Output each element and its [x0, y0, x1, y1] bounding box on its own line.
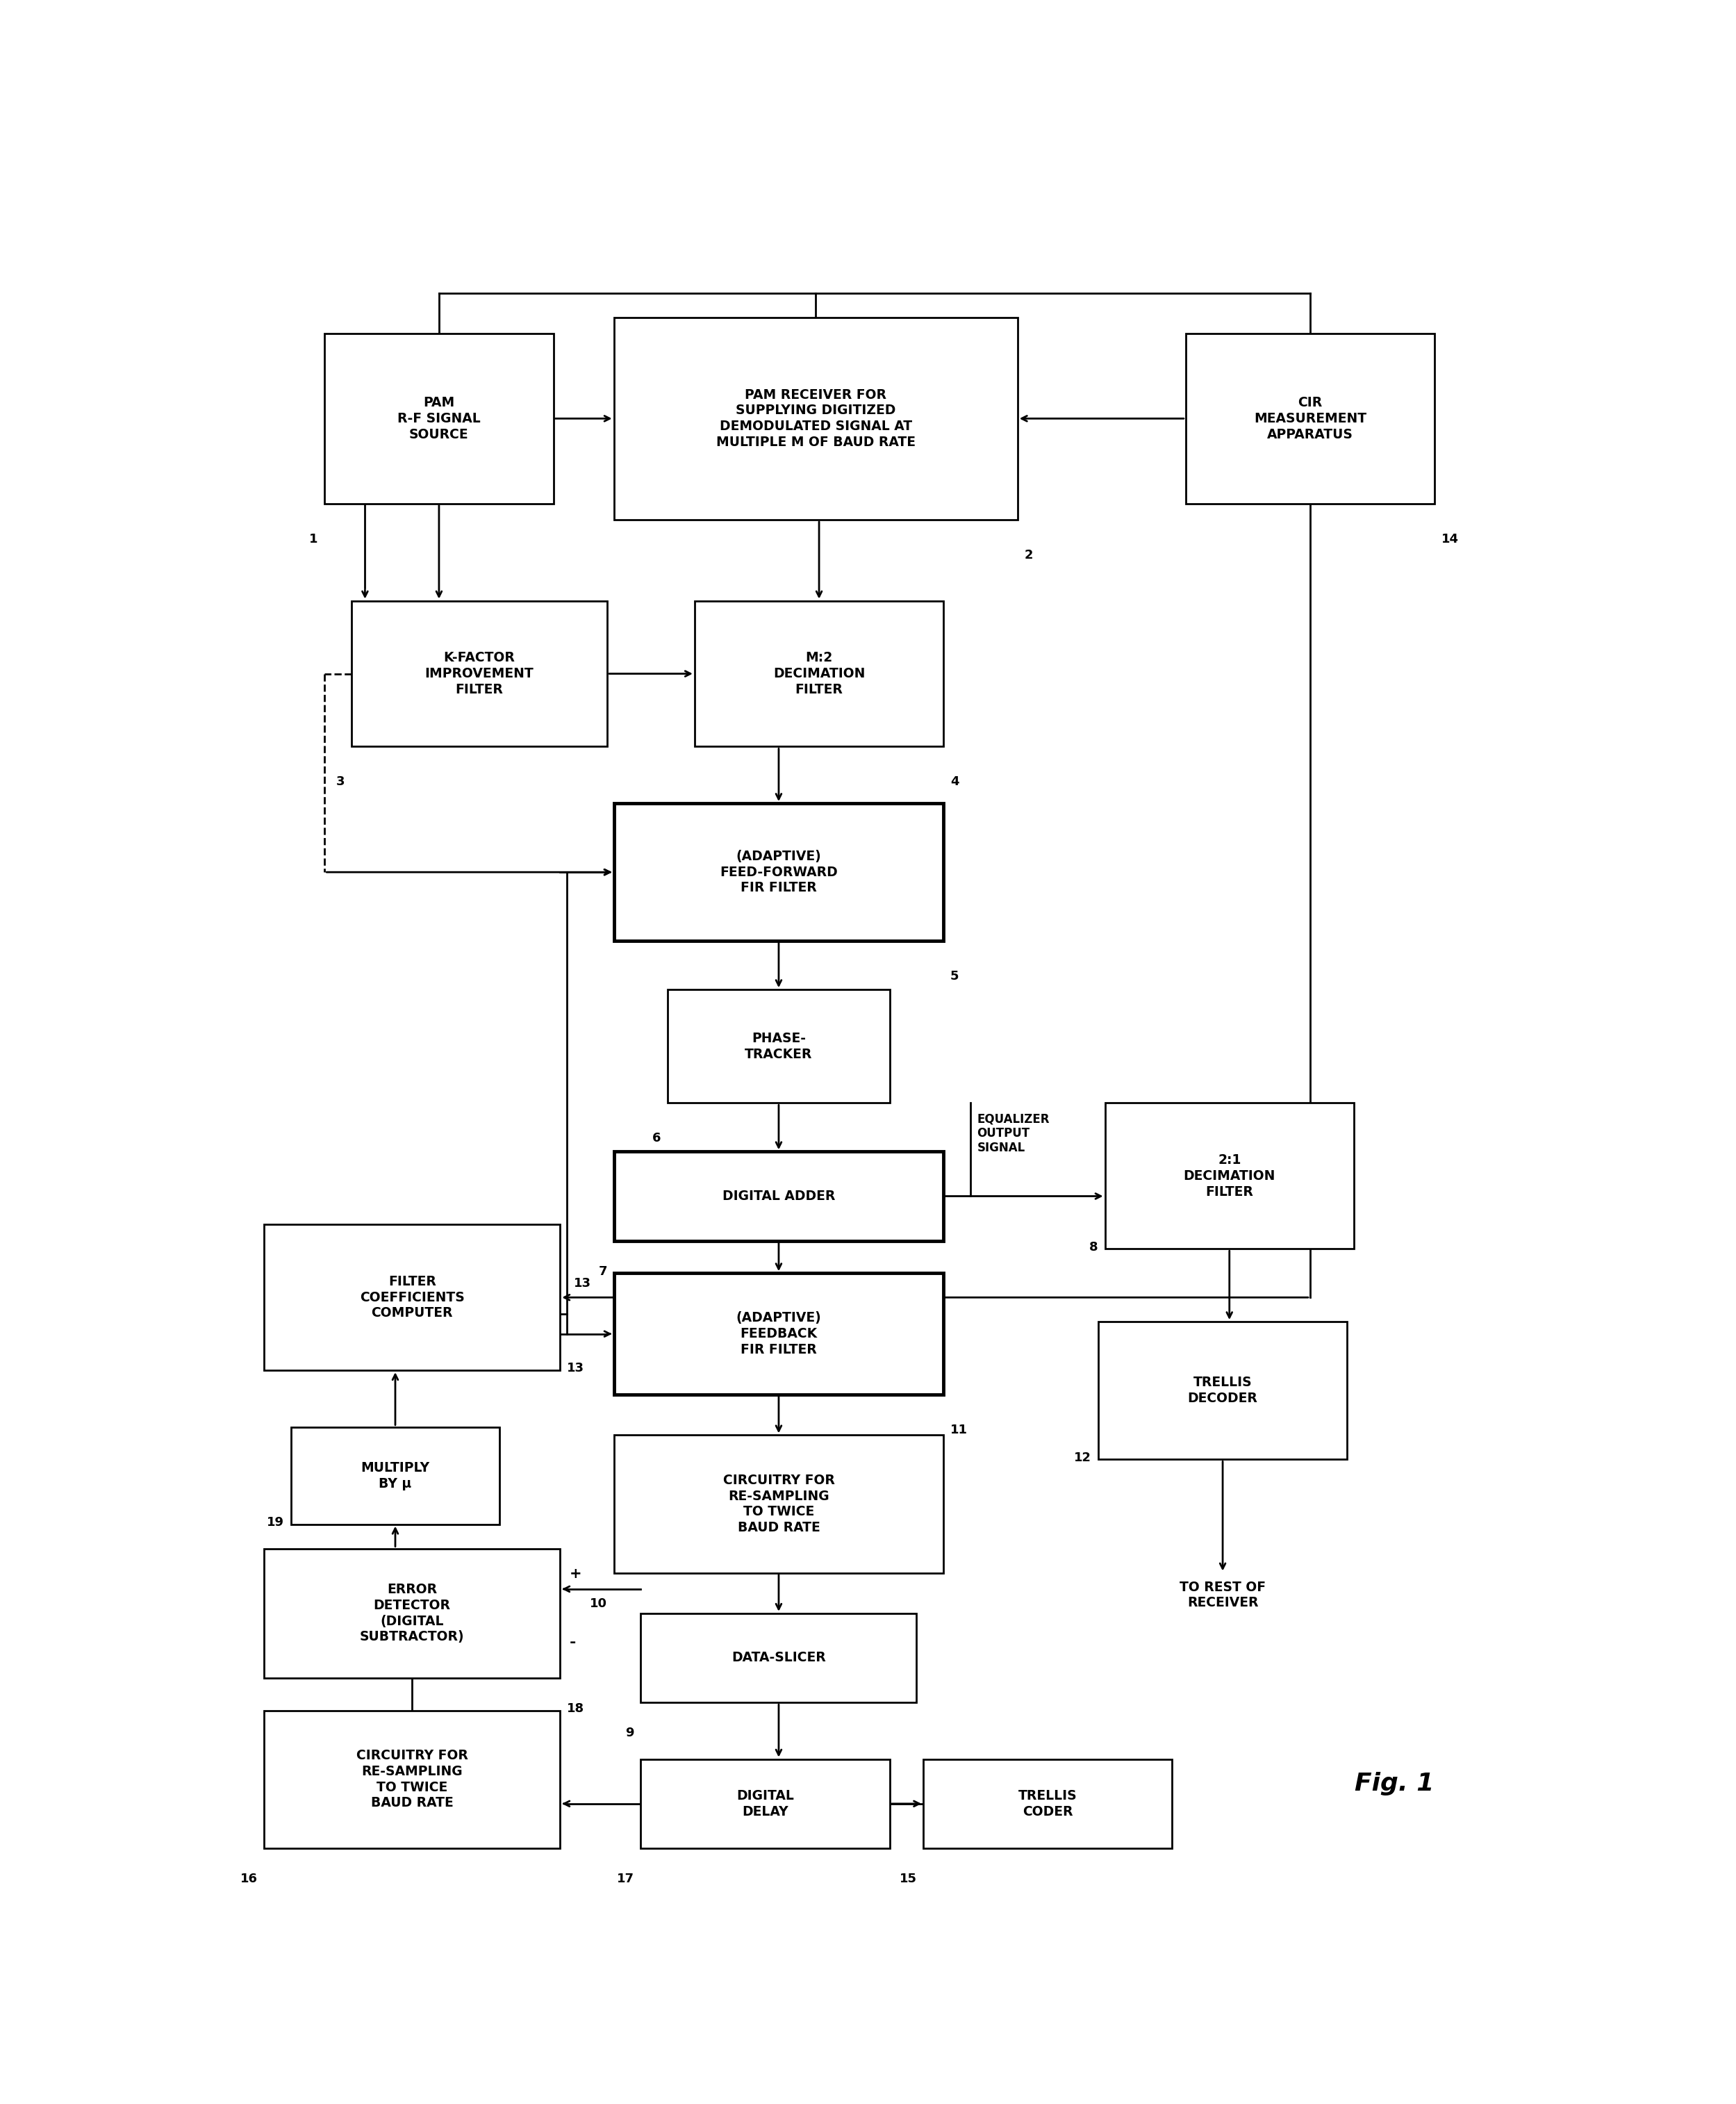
Text: 4: 4	[950, 776, 958, 789]
Text: 1: 1	[309, 532, 318, 545]
Text: 5: 5	[950, 970, 958, 983]
Text: 13: 13	[566, 1361, 585, 1374]
Text: Fig. 1: Fig. 1	[1354, 1772, 1434, 1795]
Text: 9: 9	[625, 1727, 634, 1740]
Text: 10: 10	[590, 1597, 608, 1610]
FancyBboxPatch shape	[615, 1273, 944, 1395]
Text: DATA-SLICER: DATA-SLICER	[731, 1652, 826, 1664]
Text: CIR
MEASUREMENT
APPARATUS: CIR MEASUREMENT APPARATUS	[1253, 396, 1366, 442]
Text: DIGITAL
DELAY: DIGITAL DELAY	[736, 1788, 793, 1818]
FancyBboxPatch shape	[615, 318, 1017, 520]
FancyBboxPatch shape	[924, 1759, 1172, 1847]
Text: ERROR
DETECTOR
(DIGITAL
SUBTRACTOR): ERROR DETECTOR (DIGITAL SUBTRACTOR)	[359, 1582, 465, 1643]
FancyBboxPatch shape	[1099, 1321, 1347, 1460]
Text: TO REST OF
RECEIVER: TO REST OF RECEIVER	[1179, 1580, 1266, 1610]
FancyBboxPatch shape	[694, 602, 944, 747]
Text: 12: 12	[1075, 1452, 1092, 1464]
Text: 2: 2	[1024, 549, 1033, 562]
Text: 14: 14	[1441, 532, 1458, 545]
Text: 11: 11	[950, 1424, 967, 1437]
FancyBboxPatch shape	[264, 1711, 561, 1847]
Text: TRELLIS
CODER: TRELLIS CODER	[1019, 1788, 1076, 1818]
Text: 15: 15	[899, 1873, 917, 1885]
FancyBboxPatch shape	[264, 1225, 561, 1370]
FancyBboxPatch shape	[292, 1427, 500, 1523]
FancyBboxPatch shape	[1106, 1102, 1354, 1250]
FancyBboxPatch shape	[264, 1549, 561, 1679]
Text: -: -	[569, 1635, 576, 1650]
Text: TRELLIS
DECODER: TRELLIS DECODER	[1187, 1376, 1257, 1405]
Text: 16: 16	[240, 1873, 257, 1885]
Text: PAM RECEIVER FOR
SUPPLYING DIGITIZED
DEMODULATED SIGNAL AT
MULTIPLE M OF BAUD RA: PAM RECEIVER FOR SUPPLYING DIGITIZED DEM…	[715, 389, 915, 448]
FancyBboxPatch shape	[351, 602, 608, 747]
Text: PHASE-
TRACKER: PHASE- TRACKER	[745, 1031, 812, 1060]
Text: DIGITAL ADDER: DIGITAL ADDER	[722, 1189, 835, 1203]
Text: 17: 17	[616, 1873, 634, 1885]
Text: +: +	[569, 1567, 582, 1580]
Text: 7: 7	[599, 1265, 608, 1277]
Text: 19: 19	[267, 1517, 285, 1530]
FancyBboxPatch shape	[615, 1435, 944, 1574]
FancyBboxPatch shape	[615, 804, 944, 940]
FancyBboxPatch shape	[668, 989, 891, 1102]
FancyBboxPatch shape	[641, 1759, 891, 1847]
Text: 2:1
DECIMATION
FILTER: 2:1 DECIMATION FILTER	[1184, 1153, 1276, 1199]
Text: PAM
R-F SIGNAL
SOURCE: PAM R-F SIGNAL SOURCE	[398, 396, 481, 442]
FancyBboxPatch shape	[1186, 332, 1434, 503]
FancyBboxPatch shape	[615, 1151, 944, 1241]
FancyBboxPatch shape	[641, 1614, 917, 1702]
Text: M:2
DECIMATION
FILTER: M:2 DECIMATION FILTER	[773, 652, 865, 696]
Text: 18: 18	[566, 1702, 585, 1715]
Text: K-FACTOR
IMPROVEMENT
FILTER: K-FACTOR IMPROVEMENT FILTER	[425, 652, 533, 696]
Text: 3: 3	[337, 776, 345, 789]
FancyBboxPatch shape	[325, 332, 554, 503]
Text: EQUALIZER
OUTPUT
SIGNAL: EQUALIZER OUTPUT SIGNAL	[977, 1113, 1050, 1155]
Text: CIRCUITRY FOR
RE-SAMPLING
TO TWICE
BAUD RATE: CIRCUITRY FOR RE-SAMPLING TO TWICE BAUD …	[356, 1748, 469, 1809]
Text: FILTER
COEFFICIENTS
COMPUTER: FILTER COEFFICIENTS COMPUTER	[359, 1275, 465, 1319]
Text: CIRCUITRY FOR
RE-SAMPLING
TO TWICE
BAUD RATE: CIRCUITRY FOR RE-SAMPLING TO TWICE BAUD …	[722, 1473, 835, 1534]
Text: MULTIPLY
BY μ: MULTIPLY BY μ	[361, 1460, 431, 1490]
Text: 8: 8	[1090, 1241, 1099, 1254]
Text: (ADAPTIVE)
FEEDBACK
FIR FILTER: (ADAPTIVE) FEEDBACK FIR FILTER	[736, 1311, 821, 1357]
Text: 13: 13	[573, 1277, 590, 1290]
Text: (ADAPTIVE)
FEED-FORWARD
FIR FILTER: (ADAPTIVE) FEED-FORWARD FIR FILTER	[720, 850, 838, 894]
Text: 6: 6	[653, 1132, 661, 1145]
